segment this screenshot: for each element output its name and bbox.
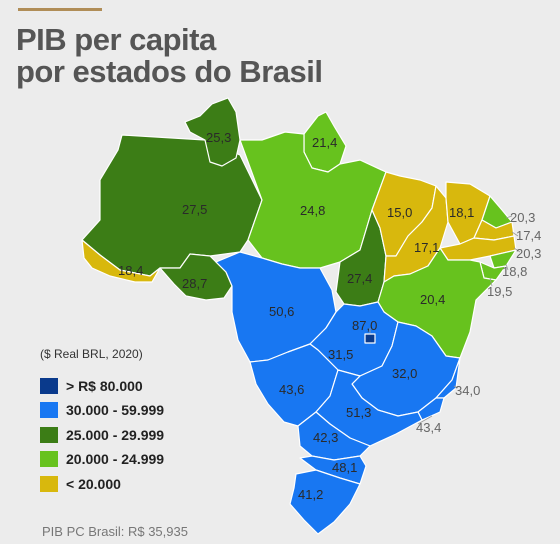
legend-label: 25.000 - 29.999: [66, 426, 165, 443]
legend-label: > R$ 80.000: [66, 377, 143, 394]
legend-item: 20.000 - 24.999: [40, 448, 164, 471]
label-rs: 41,2: [298, 487, 323, 502]
legend-item: 30.000 - 59.999: [40, 399, 164, 422]
label-se: 19,5: [487, 284, 512, 299]
label-ro: 28,7: [182, 276, 207, 291]
label-mg: 32,0: [392, 366, 417, 381]
state-es[interactable]: [435, 357, 461, 399]
state-rr[interactable]: [184, 97, 241, 167]
leader-rn: [505, 215, 513, 219]
leader-pb: [511, 231, 519, 237]
legend-item: < 20.000: [40, 472, 164, 495]
label-rn: 20,3: [510, 210, 535, 225]
legend-label: < 20.000: [66, 475, 121, 492]
leader-al: [505, 263, 509, 271]
label-to: 27,4: [347, 271, 372, 286]
label-ac: 18,4: [118, 263, 143, 278]
label-mt: 50,6: [269, 304, 294, 319]
leader-rj: [417, 415, 433, 425]
label-ap: 21,4: [312, 135, 337, 150]
label-ba: 20,4: [420, 292, 445, 307]
state-df[interactable]: [364, 333, 376, 344]
label-ma: 15,0: [387, 205, 412, 220]
label-rj: 43,4: [416, 420, 441, 435]
title-line-1: PIB per capita: [16, 22, 216, 57]
label-pa: 24,8: [300, 203, 325, 218]
legend-label: 20.000 - 24.999: [66, 451, 165, 467]
label-sp: 51,3: [346, 405, 371, 420]
label-rr: 25,3: [206, 130, 231, 145]
legend-item: 25.000 - 29.999: [40, 423, 164, 446]
label-sc: 48,1: [332, 460, 357, 475]
leader-se: [489, 277, 493, 287]
legend-swatch: [40, 377, 58, 394]
legend-swatch: [40, 402, 58, 418]
legend-label: 30.000 - 59.999: [66, 402, 165, 418]
label-pb: 17,4: [516, 228, 541, 243]
accent-bar: [18, 8, 102, 11]
legend-note: ($ Real BRL, 2020): [40, 347, 143, 361]
state-ac[interactable]: [81, 239, 161, 283]
page-title: PIB per capita por estados do Brasil: [16, 22, 323, 89]
state-rs[interactable]: [289, 469, 361, 535]
label-es: 34,0: [455, 383, 480, 398]
label-df: 87,0: [352, 318, 377, 333]
footer-total: PIB PC Brasil: R$ 35,935: [42, 524, 188, 539]
label-pr: 42,3: [313, 430, 338, 445]
label-pi: 17,1: [414, 240, 439, 255]
label-ce: 18,1: [449, 205, 474, 220]
legend-swatch: [40, 475, 58, 492]
label-go: 31,5: [328, 347, 353, 362]
legend-swatch: [40, 426, 58, 443]
leader-pe: [513, 247, 521, 253]
label-pe: 20,3: [516, 246, 541, 261]
label-am: 27,5: [182, 202, 207, 217]
legend-swatch: [40, 451, 58, 467]
title-line-2: por estados do Brasil: [16, 54, 323, 89]
label-ms: 43,6: [279, 382, 304, 397]
label-al: 18,8: [502, 264, 527, 279]
legend-item: > R$ 80.000: [40, 374, 164, 397]
leader-es: [453, 385, 459, 389]
state-pr[interactable]: [297, 411, 371, 461]
legend: > R$ 80.000 30.000 - 59.999 25.000 - 29.…: [40, 374, 164, 497]
